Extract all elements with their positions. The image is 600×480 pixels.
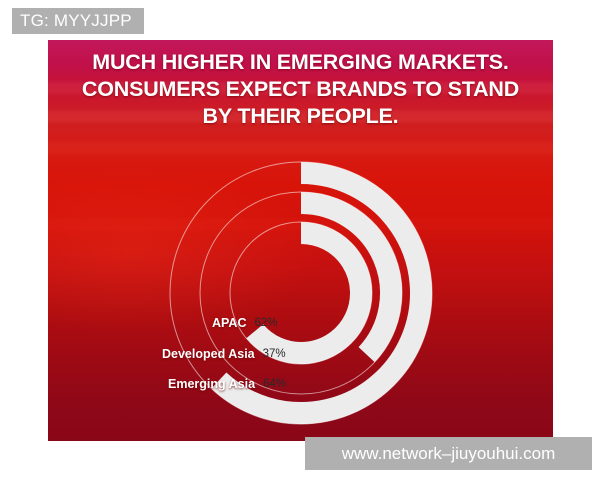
footer-watermark: www.network–jiuyouhui.com [305, 437, 592, 470]
track-outer [169, 161, 433, 425]
headline-line-3: BY THEIR PEOPLE. [202, 104, 399, 128]
infographic-poster: MUCH HIGHER IN EMERGING MARKETS. CONSUME… [48, 40, 553, 441]
track-middle [199, 191, 403, 395]
arc-apac [211, 162, 432, 424]
track-inner [229, 221, 373, 365]
headline-line-2: CONSUMERS EXPECT BRANDS TO STAND [81, 77, 520, 101]
tg-tag-watermark: TG: MYYJJPP [12, 8, 144, 34]
page-title: MUCH HIGHER IN EMERGING MARKETS. CONSUME… [48, 49, 553, 130]
arc-developed-asia [300, 192, 402, 363]
radial-bar-chart: APAC 62% Developed Asia 37% Emerging Asi… [156, 148, 446, 438]
radial-chart-svg [169, 161, 433, 425]
headline-line-1: MUCH HIGHER IN EMERGING MARKETS. [92, 50, 509, 74]
arc-emerging-asia [246, 222, 372, 364]
